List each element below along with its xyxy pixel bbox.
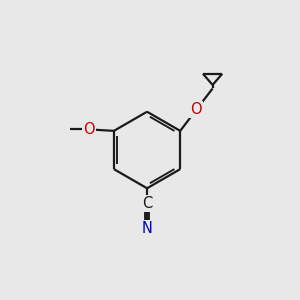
Text: O: O bbox=[83, 122, 95, 137]
Text: C: C bbox=[142, 196, 152, 211]
Text: N: N bbox=[142, 221, 152, 236]
Text: O: O bbox=[190, 102, 202, 117]
